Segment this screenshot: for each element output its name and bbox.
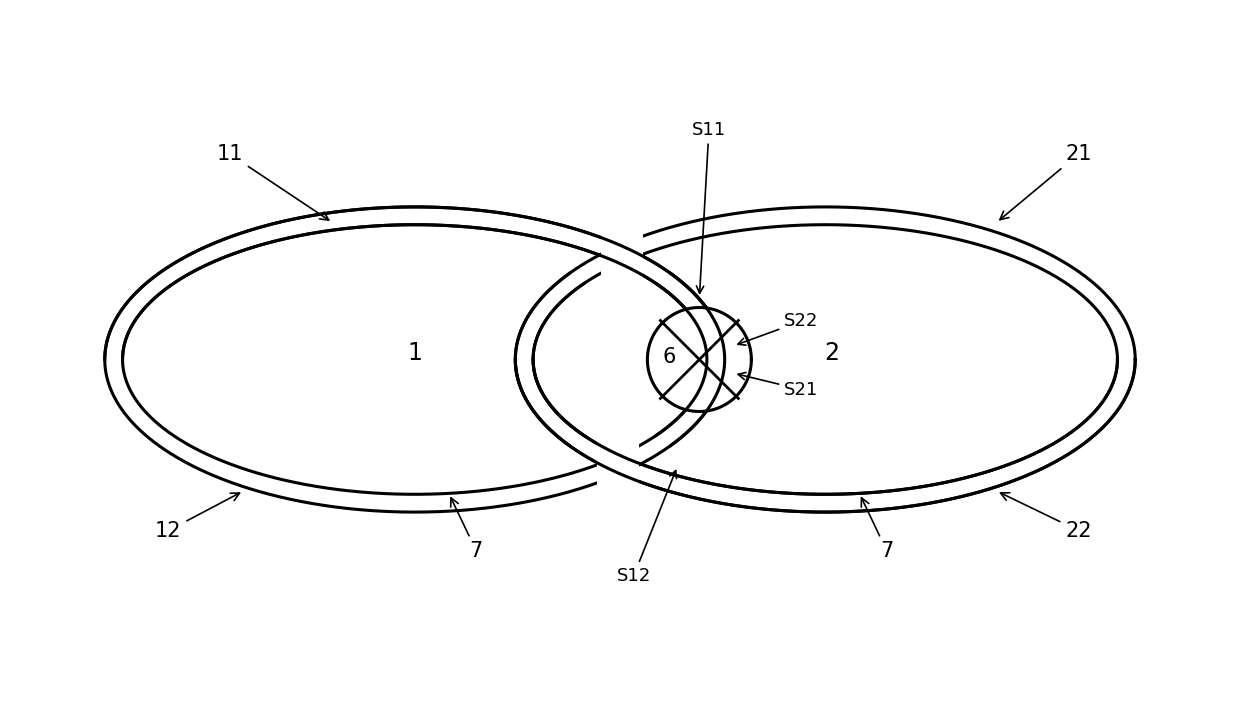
Text: S11: S11	[692, 121, 725, 293]
Text: S12: S12	[616, 470, 677, 585]
Text: 6: 6	[662, 347, 676, 367]
Text: S21: S21	[738, 372, 818, 398]
Text: S22: S22	[738, 312, 818, 345]
Polygon shape	[601, 224, 644, 285]
Text: 7: 7	[862, 498, 894, 561]
Text: 2: 2	[825, 341, 839, 365]
Text: 12: 12	[155, 493, 239, 541]
Text: 21: 21	[999, 145, 1091, 220]
Polygon shape	[596, 434, 639, 495]
Text: 7: 7	[451, 498, 482, 561]
Text: 22: 22	[1001, 493, 1091, 541]
Polygon shape	[647, 308, 751, 411]
Text: 1: 1	[407, 341, 422, 365]
Text: 11: 11	[217, 145, 329, 220]
